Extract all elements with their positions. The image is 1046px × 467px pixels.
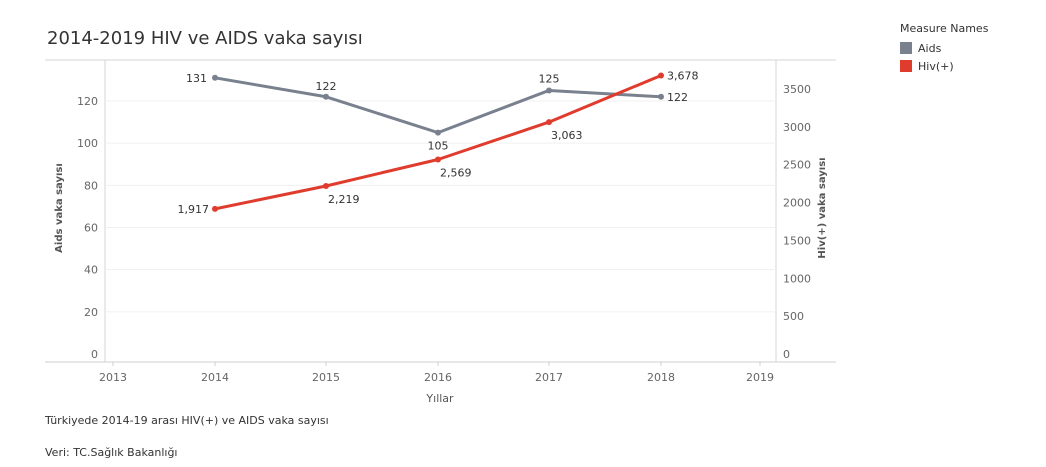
y-right-tick-label: 2000 xyxy=(783,197,811,210)
x-tick-label: 2019 xyxy=(746,371,774,384)
data-point-hiv xyxy=(658,72,664,79)
y-right-tick-label: 500 xyxy=(783,310,804,323)
y-left-tick-label: 60 xyxy=(84,222,98,235)
data-point-hiv xyxy=(212,205,218,212)
data-label-hiv: 1,917 xyxy=(178,203,210,216)
y-right-tick-label: 3000 xyxy=(783,121,811,134)
footnote: Türkiyede 2014-19 arası HIV(+) ve AIDS v… xyxy=(45,414,329,427)
data-label-hiv: 3,678 xyxy=(667,70,699,83)
legend-swatch-aids xyxy=(900,42,912,54)
y-left-axis-title: Aids vaka sayısı xyxy=(54,163,65,253)
data-label-hiv: 3,063 xyxy=(551,129,583,142)
source-note: Veri: TC.Sağlık Bakanlığı xyxy=(45,446,178,459)
y-left-tick-label: 120 xyxy=(77,95,98,108)
data-point-aids xyxy=(212,74,218,81)
data-label-aids: 122 xyxy=(316,80,337,93)
y-left-tick-label: 20 xyxy=(84,306,98,319)
data-point-hiv xyxy=(323,182,329,189)
y-right-tick-label: 1000 xyxy=(783,272,811,285)
y-right-tick-label: 0 xyxy=(783,348,790,361)
y-left-tick-label: 0 xyxy=(91,348,98,361)
chart-title: 2014-2019 HIV ve AIDS vaka sayısı xyxy=(47,28,363,49)
x-tick-label: 2014 xyxy=(201,371,229,384)
legend-label-aids: Aids xyxy=(918,41,942,55)
legend-title: Measure Names xyxy=(900,22,989,35)
x-tick-label: 2015 xyxy=(312,371,340,384)
x-tick-label: 2017 xyxy=(535,371,563,384)
x-tick-label: 2016 xyxy=(424,371,452,384)
y-right-axis-title: Hiv(+) vaka sayısı xyxy=(817,157,828,258)
legend: Measure Names Aids Hiv(+) xyxy=(900,22,988,75)
y-right-tick-label: 3500 xyxy=(783,83,811,96)
x-tick-label: 2013 xyxy=(99,371,127,384)
data-label-aids: 105 xyxy=(428,140,449,153)
data-point-aids xyxy=(435,129,441,136)
data-label-aids: 131 xyxy=(186,72,207,85)
y-right-tick-label: 2500 xyxy=(783,159,811,172)
y-left-tick-label: 100 xyxy=(77,137,98,150)
data-label-hiv: 2,569 xyxy=(440,166,472,179)
data-label-aids: 122 xyxy=(667,91,688,104)
x-tick-label: 2018 xyxy=(647,371,675,384)
data-point-aids xyxy=(546,87,552,94)
legend-swatch-hiv xyxy=(900,60,912,72)
data-point-aids xyxy=(323,93,329,100)
legend-label-hiv: Hiv(+) xyxy=(918,59,954,73)
data-point-aids xyxy=(658,93,664,100)
y-left-tick-label: 40 xyxy=(84,264,98,277)
legend-item-aids[interactable]: Aids xyxy=(900,39,988,57)
data-point-hiv xyxy=(546,119,552,126)
data-label-hiv: 2,219 xyxy=(328,193,360,206)
series-line-aids xyxy=(214,76,662,135)
legend-item-hiv[interactable]: Hiv(+) xyxy=(900,57,988,75)
y-left-tick-label: 80 xyxy=(84,179,98,192)
data-label-aids: 125 xyxy=(539,72,560,85)
data-point-hiv xyxy=(435,156,441,163)
x-axis-title: Yıllar xyxy=(425,392,454,405)
y-right-tick-label: 1500 xyxy=(783,234,811,247)
